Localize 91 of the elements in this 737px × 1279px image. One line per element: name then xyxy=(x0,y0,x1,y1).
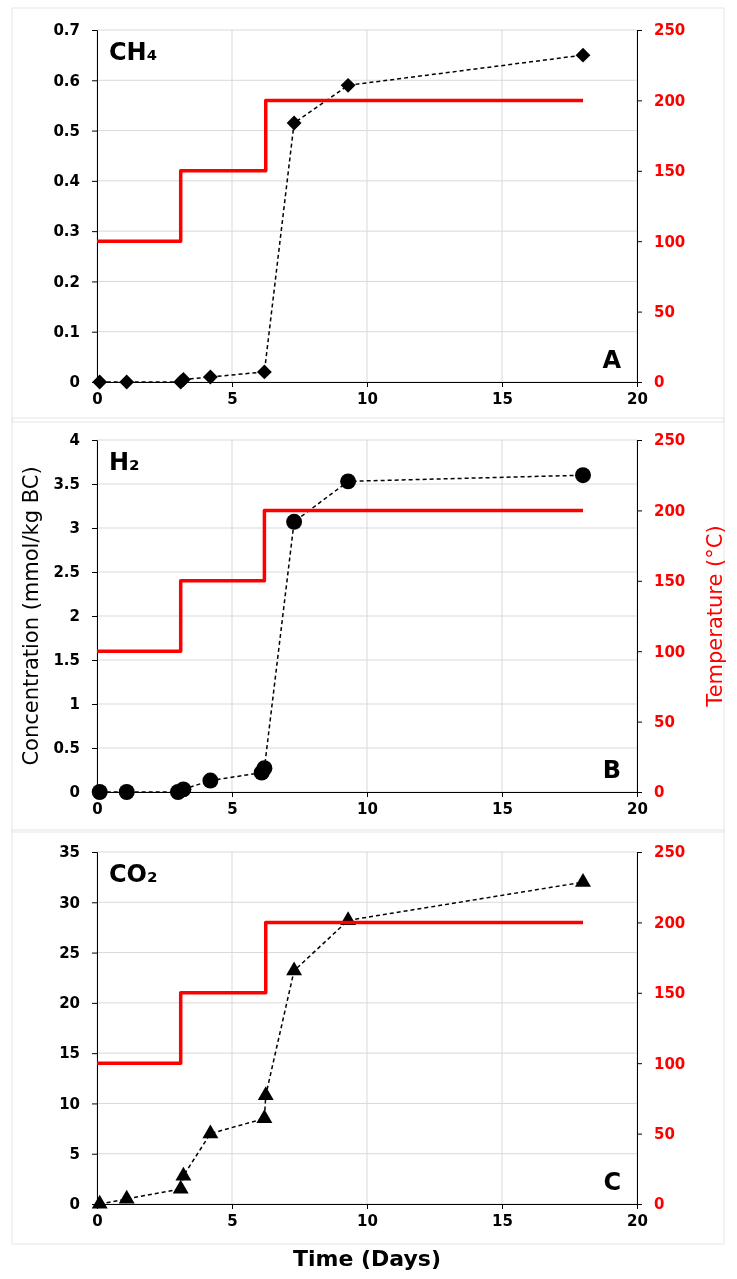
point xyxy=(256,1109,273,1124)
y-tick-label: 25 xyxy=(59,943,80,962)
y2-tick-label: 0 xyxy=(654,1195,665,1214)
y-tick-label: 0.1 xyxy=(53,323,80,342)
x-tick-label: 5 xyxy=(227,799,238,818)
y2-tick-label: 250 xyxy=(654,843,686,862)
y2-tick-label: 250 xyxy=(654,21,686,40)
x-tick-label: 0 xyxy=(92,389,103,408)
chart-title: CO₂ xyxy=(109,860,158,888)
point xyxy=(202,772,219,789)
y2-tick-label: 150 xyxy=(654,572,686,591)
y2-tick-label: 150 xyxy=(654,984,686,1003)
point xyxy=(119,374,135,390)
y2-tick-label: 100 xyxy=(654,232,686,251)
y-tick-label: 2.5 xyxy=(53,563,80,582)
point xyxy=(175,1166,192,1181)
x-tick-label: 0 xyxy=(92,799,103,818)
y-tick-label: 3.5 xyxy=(53,475,80,494)
y-tick-label: 0.7 xyxy=(53,21,80,40)
y-tick-label: 2 xyxy=(69,607,80,626)
x-tick-label: 10 xyxy=(357,799,378,818)
y2-axis-title: Temperature (°C) xyxy=(703,525,727,708)
x-tick-label: 10 xyxy=(357,389,378,408)
point xyxy=(286,961,303,976)
y-tick-label: 1 xyxy=(69,695,80,714)
y2-tick-label: 0 xyxy=(654,783,665,802)
point xyxy=(286,115,302,131)
point xyxy=(118,1189,135,1204)
y2-tick-label: 50 xyxy=(654,1124,675,1143)
y-tick-label: 4 xyxy=(69,431,80,450)
y-tick-label: 0.4 xyxy=(53,172,80,191)
point xyxy=(118,784,135,800)
x-tick-label: 5 xyxy=(227,1211,238,1230)
y2-tick-label: 200 xyxy=(654,501,686,520)
y-tick-label: 0 xyxy=(69,1195,80,1214)
x-tick-label: 20 xyxy=(627,799,648,818)
x-tick-label: 15 xyxy=(492,1211,513,1230)
y-tick-label: 3 xyxy=(69,519,80,538)
point xyxy=(575,467,591,484)
x-tick-label: 0 xyxy=(92,1211,103,1230)
point xyxy=(91,1194,108,1209)
point xyxy=(340,473,357,490)
y-tick-label: 0.6 xyxy=(53,71,80,90)
point xyxy=(256,364,272,380)
y-tick-label: 10 xyxy=(59,1094,80,1113)
point xyxy=(175,781,192,798)
point xyxy=(92,374,108,390)
y-tick-label: 0 xyxy=(69,373,80,392)
x-tick-label: 15 xyxy=(492,389,513,408)
y-tick-label: 35 xyxy=(59,843,80,862)
x-tick-label: 15 xyxy=(492,799,513,818)
y2-tick-label: 0 xyxy=(654,373,665,392)
y-tick-label: 0.5 xyxy=(53,739,80,758)
point xyxy=(340,77,356,93)
chart-title: CH₄ xyxy=(109,38,158,66)
x-tick-label: 20 xyxy=(627,1211,648,1230)
point xyxy=(256,760,273,777)
y2-tick-label: 100 xyxy=(654,1054,686,1073)
point xyxy=(91,784,108,800)
y2-tick-label: 50 xyxy=(654,302,675,321)
x-tick-label: 5 xyxy=(227,389,238,408)
y-tick-label: 0.3 xyxy=(53,222,80,241)
x-axis-title: Time (Days) xyxy=(292,1246,442,1271)
point xyxy=(202,369,218,385)
point xyxy=(575,47,591,63)
x-tick-label: 10 xyxy=(357,1211,378,1230)
y-tick-label: 0.5 xyxy=(53,121,80,140)
y2-tick-label: 150 xyxy=(654,162,686,181)
y-tick-label: 5 xyxy=(69,1145,80,1164)
y-axis-title: Concentration (mmol/kg BC) xyxy=(19,466,43,766)
point xyxy=(575,872,591,887)
y-tick-label: 30 xyxy=(59,893,80,912)
y2-tick-label: 100 xyxy=(654,642,686,661)
y2-tick-label: 200 xyxy=(654,913,686,932)
y-tick-label: 0 xyxy=(69,783,80,802)
x-tick-label: 20 xyxy=(627,389,648,408)
annotation: C xyxy=(603,1168,621,1196)
chart-title: H₂ xyxy=(109,448,140,476)
point xyxy=(202,1124,219,1139)
point xyxy=(257,1086,274,1100)
y2-tick-label: 200 xyxy=(654,91,686,110)
annotation: B xyxy=(602,756,621,784)
y2-tick-label: 250 xyxy=(654,431,686,450)
y2-tick-label: 50 xyxy=(654,712,675,731)
y-tick-label: 1.5 xyxy=(53,651,80,670)
y-tick-label: 0.2 xyxy=(53,272,80,291)
annotation: A xyxy=(602,346,622,374)
y-tick-label: 15 xyxy=(59,1044,80,1063)
point xyxy=(286,513,303,530)
point xyxy=(172,1179,189,1194)
y-tick-label: 20 xyxy=(59,994,80,1013)
